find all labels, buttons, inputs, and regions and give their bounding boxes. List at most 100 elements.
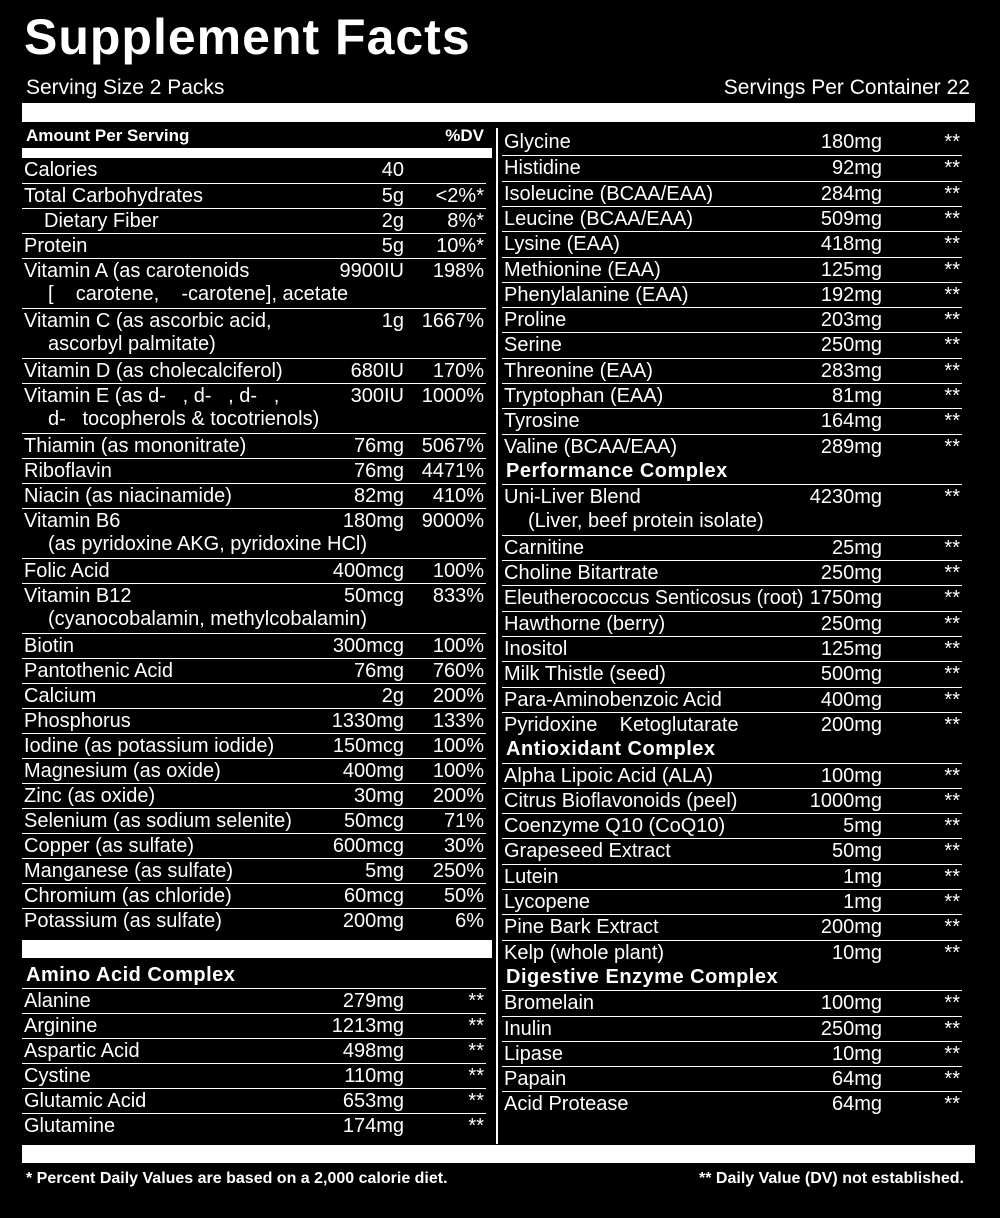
nutrient-amount: 64mg xyxy=(831,1093,882,1116)
nutrient-amount: 200mg xyxy=(820,916,882,939)
nutrient-name: Kelp (whole plant) xyxy=(504,941,665,964)
nutrient-name: Phosphorus xyxy=(24,710,131,732)
nutrient-name: Arginine xyxy=(24,1015,98,1037)
nutrient-amount: 1g xyxy=(381,310,404,332)
daily-value: 100% xyxy=(432,560,484,582)
daily-value: 100% xyxy=(432,635,484,657)
nutrient-amount: 289mg xyxy=(820,435,882,458)
nutrient-row: Serine 250mg ** xyxy=(502,332,962,357)
nutrient-name: Potassium (as sulfate) xyxy=(24,910,222,932)
nutrient-name: Vitamin D (as cholecalciferol) xyxy=(24,360,283,382)
nutrient-name: Magnesium (as oxide) xyxy=(24,760,221,782)
daily-value: 4471% xyxy=(421,460,484,482)
header-dv: %DV xyxy=(445,126,484,145)
nutrient-name: Lycopene xyxy=(504,891,590,913)
nutrient-note-row: (Liver, beef protein isolate) xyxy=(502,509,962,534)
daily-value: ** xyxy=(944,587,960,610)
nutrient-row: Kelp (whole plant) 10mg ** xyxy=(502,939,962,965)
nutrient-row: Alpha Lipoic Acid (ALA) 100mg ** xyxy=(502,762,962,788)
nutrient-row: Carnitine 25mg ** xyxy=(502,534,962,560)
nutrient-amount: 10mg xyxy=(831,1042,882,1065)
section-title: Antioxidant Complex xyxy=(506,738,716,761)
daily-value: 5067% xyxy=(421,435,484,457)
nutrient-name: Lipase xyxy=(504,1042,563,1065)
daily-value: 100% xyxy=(432,735,484,757)
nutrient-row: Hawthorne (berry) 250mg ** xyxy=(502,610,962,636)
nutrient-name: Alanine xyxy=(24,990,91,1012)
nutrient-name: Carnitine xyxy=(504,536,585,559)
nutrient-row: Biotin 300mcg 100% xyxy=(22,633,486,658)
nutrient-name: Chromium (as chloride) xyxy=(24,885,232,907)
nutrient-row: Bromelain 100mg ** xyxy=(502,990,962,1015)
header-bar xyxy=(22,148,492,158)
nutrient-row: Lycopene 1mg ** xyxy=(502,889,962,914)
daily-value: 1000% xyxy=(421,385,484,407)
nutrient-note-row: ascorbyl palmitate) xyxy=(22,332,486,357)
nutrient-amount: 1750mg xyxy=(809,587,882,610)
nutrient-name: Thiamin (as mononitrate) xyxy=(24,435,247,457)
nutrient-name: Tyrosine xyxy=(504,410,580,433)
nutrient-row: Vitamin A (as carotenoids 9900IU 198% xyxy=(22,258,486,283)
daily-value: ** xyxy=(944,764,960,787)
nutrient-row: Lipase 10mg ** xyxy=(502,1040,962,1066)
nutrient-row: Phenylalanine (EAA) 192mg ** xyxy=(502,281,962,307)
nutrient-amount: 200mg xyxy=(342,910,404,932)
nutrient-name: Folic Acid xyxy=(24,560,110,582)
nutrient-row: Vitamin D (as cholecalciferol) 680IU 170% xyxy=(22,358,486,383)
daily-value: ** xyxy=(944,891,960,913)
daily-value: ** xyxy=(468,1040,484,1062)
nutrient-row: Pyridoxine Ketoglutarate 200mg ** xyxy=(502,711,962,737)
daily-value: ** xyxy=(944,385,960,407)
nutrient-amount: 50mcg xyxy=(343,585,404,607)
nutrient-amount: 250mg xyxy=(820,334,882,357)
nutrient-amount: 203mg xyxy=(820,309,882,332)
nutrient-amount: 100mg xyxy=(820,764,882,787)
nutrient-amount: 400mcg xyxy=(332,560,404,582)
daily-value: 133% xyxy=(432,710,484,732)
nutrient-name: Vitamin A (as carotenoids xyxy=(24,260,250,282)
daily-value: ** xyxy=(944,131,960,153)
daily-value: 30% xyxy=(443,835,484,857)
nutrient-row: Para-Aminobenzoic Acid 400mg ** xyxy=(502,686,962,712)
nutrient-name: Methionine (EAA) xyxy=(504,258,661,281)
daily-value: 833% xyxy=(432,585,484,607)
nutrient-name: Total Carbohydrates xyxy=(24,185,203,207)
nutrient-amount: 400mg xyxy=(820,688,882,711)
nutrient-row: Total Carbohydrates 5g <2%* xyxy=(22,183,486,208)
nutrient-row: Uni-Liver Blend 4230mg ** xyxy=(502,484,962,509)
nutrient-name: Cystine xyxy=(24,1065,91,1087)
section-bar xyxy=(22,940,492,958)
nutrient-amount: 9900IU xyxy=(339,260,405,282)
nutrient-row: Inositol 125mg ** xyxy=(502,636,962,661)
daily-value: 1667% xyxy=(421,310,484,332)
nutrient-note: (cyanocobalamin, methylcobalamin) xyxy=(48,608,368,630)
daily-value: ** xyxy=(944,283,960,306)
nutrient-name: Serine xyxy=(504,334,562,357)
nutrient-name: Para-Aminobenzoic Acid xyxy=(504,688,722,711)
daily-value: ** xyxy=(944,410,960,433)
nutrient-row: Phosphorus 1330mg 133% xyxy=(22,708,486,733)
daily-value: ** xyxy=(944,309,960,332)
daily-value: 170% xyxy=(432,360,484,382)
top-bar xyxy=(22,103,975,122)
column-divider xyxy=(496,128,498,1144)
nutrient-row: Choline Bitartrate 250mg ** xyxy=(502,560,962,585)
daily-value: ** xyxy=(944,713,960,736)
nutrient-amount: 418mg xyxy=(820,233,882,256)
daily-value: ** xyxy=(944,638,960,660)
nutrient-name: Proline xyxy=(504,309,567,332)
daily-value: ** xyxy=(944,815,960,838)
nutrient-row: Protein 5g 10%* xyxy=(22,233,486,258)
nutrient-row: Threonine (EAA) 283mg ** xyxy=(502,357,962,383)
nutrient-amount: 110mg xyxy=(344,1065,404,1087)
daily-value: ** xyxy=(468,1015,484,1037)
nutrient-name: Biotin xyxy=(24,635,75,657)
nutrient-name: Inulin xyxy=(504,1017,552,1040)
nutrient-amount: 498mg xyxy=(342,1040,404,1062)
nutrient-row: Chromium (as chloride) 60mcg 50% xyxy=(22,883,486,908)
nutrient-amount: 50mg xyxy=(831,840,882,863)
nutrient-amount: 5g xyxy=(381,185,404,207)
nutrient-amount: 509mg xyxy=(820,207,882,230)
nutrient-name: Alpha Lipoic Acid (ALA) xyxy=(504,764,714,787)
nutrient-name: Bromelain xyxy=(504,992,595,1015)
